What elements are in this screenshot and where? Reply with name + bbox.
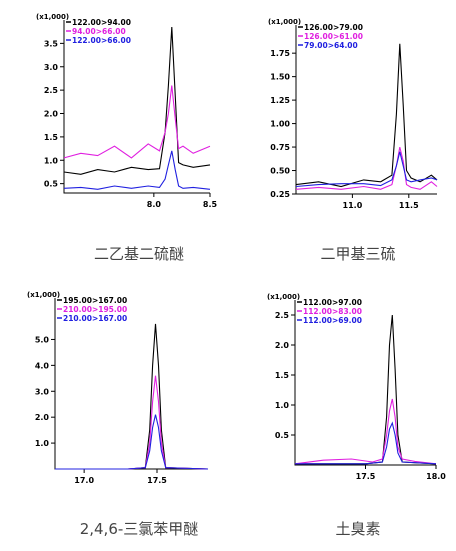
series-line-blue: [55, 414, 209, 470]
y-multiplier-label: (x1,000): [27, 291, 60, 299]
y-tick-label: 2.0: [275, 341, 290, 350]
x-tick-label: 17.5: [356, 472, 376, 481]
y-multiplier-label: (x1,000): [36, 13, 69, 21]
y-tick-label: 1.5: [44, 133, 59, 142]
axis-frame: [295, 25, 437, 195]
chart-panel-2: (x1,000) 0.25 0.50 0.75 1.00 1.25 1.50 1.75 11.0…: [228, 0, 456, 215]
series-line-blue: [295, 151, 438, 188]
legend-label: 79.00>64.00: [304, 41, 358, 50]
chart-caption-3: 2,4,6-三氯苯甲醚: [79, 520, 199, 538]
y-tick-label: 0.50: [270, 167, 290, 176]
legend-label: 122.00>94.00: [72, 18, 131, 27]
y-tick-label: 2.0: [35, 413, 50, 422]
x-tick-label: 8.5: [203, 200, 218, 209]
series-line-black: [63, 26, 211, 175]
axis-frame: [54, 298, 208, 470]
y-tick-label: 3.5: [44, 39, 59, 48]
y-tick-label: 0.25: [270, 190, 290, 199]
y-multiplier-label: (x1,000): [268, 18, 301, 26]
y-tick-label: 2.0: [44, 110, 59, 119]
x-tick-label: 17.0: [74, 476, 94, 485]
y-tick-label: 1.0: [44, 156, 59, 165]
series-line-magenta: [294, 398, 437, 465]
x-tick-label: 8.0: [147, 200, 162, 209]
axis-frame: [294, 300, 436, 466]
chart-panel-1: (x1,000) 0.5 1.0 1.5 2.0 2.5 3.0 3.5 8.0 8.5 122.0…: [0, 0, 228, 215]
chart-caption-2: 二甲基三硫: [320, 245, 396, 263]
y-tick-label: 0.5: [275, 431, 290, 440]
chart-2: (x1,000) 0.25 0.50 0.75 1.00 1.25 1.50 1.75 11.0…: [268, 18, 438, 210]
y-tick-label: 3.0: [44, 63, 59, 72]
y-tick-label: 1.0: [275, 401, 290, 410]
legend-label: 210.00>167.00: [63, 314, 127, 323]
y-tick-label: 2.5: [44, 86, 59, 95]
x-tick-label: 18.0: [426, 472, 446, 481]
y-multiplier-label: (x1,000): [267, 293, 300, 301]
series-line-blue: [63, 150, 211, 190]
chart-caption-1: 二乙基二硫醚: [93, 245, 184, 263]
axis-frame: [63, 20, 210, 194]
y-tick-label: 1.50: [270, 73, 290, 82]
y-tick-label: 4.0: [35, 361, 50, 370]
y-tick-label: 1.75: [270, 49, 290, 58]
y-tick-label: 1.00: [270, 120, 290, 129]
chart-panel-3: (x1,000) 1.0 2.0 3.0 4.0 5.0 17.0 17.5 195.00>16…: [0, 290, 228, 505]
y-tick-label: 5.0: [35, 335, 50, 344]
y-tick-label: 1.0: [35, 439, 50, 448]
series-line-black: [295, 43, 438, 188]
y-tick-label: 1.25: [270, 96, 290, 105]
legend-label: 126.00>79.00: [304, 23, 363, 32]
y-tick-label: 3.0: [35, 387, 50, 396]
chart-caption-4: 土臭素: [335, 520, 381, 538]
chart-4: (x1,000) 0.5 1.0 1.5 2.0 2.5 17.5 18.0 112.00>97…: [267, 293, 446, 481]
y-tick-label: 0.75: [270, 143, 290, 152]
legend-label: 112.00>83.00: [303, 307, 362, 316]
y-tick-label: 1.5: [275, 371, 290, 380]
x-tick-label: 17.5: [147, 476, 167, 485]
series-line-blue: [295, 421, 437, 465]
chart-1: (x1,000) 0.5 1.0 1.5 2.0 2.5 3.0 3.5 8.0 8.5 122.0…: [36, 13, 218, 209]
series-line-magenta: [63, 85, 211, 159]
chart-panel-4: (x1,000) 0.5 1.0 1.5 2.0 2.5 17.5 18.0 112.00>97…: [228, 290, 456, 505]
series-line-black: [55, 323, 209, 470]
chart-3: (x1,000) 1.0 2.0 3.0 4.0 5.0 17.0 17.5 195.00>16…: [27, 291, 209, 485]
series-line-black: [295, 314, 437, 465]
series-line-magenta: [295, 146, 438, 190]
x-tick-label: 11.5: [399, 201, 419, 210]
x-tick-label: 11.0: [343, 201, 363, 210]
y-tick-label: 0.5: [44, 180, 59, 189]
legend-label: 94.00>66.00: [72, 27, 126, 36]
series-line-magenta: [55, 375, 209, 470]
y-tick-label: 2.5: [275, 311, 290, 320]
legend-label: 126.00>61.00: [304, 32, 363, 41]
legend-label: 210.00>195.00: [63, 305, 127, 314]
legend-label: 195.00>167.00: [63, 296, 127, 305]
legend-label: 112.00>97.00: [303, 298, 362, 307]
legend-label: 112.00>69.00: [303, 316, 362, 325]
legend-label: 122.00>66.00: [72, 36, 131, 45]
